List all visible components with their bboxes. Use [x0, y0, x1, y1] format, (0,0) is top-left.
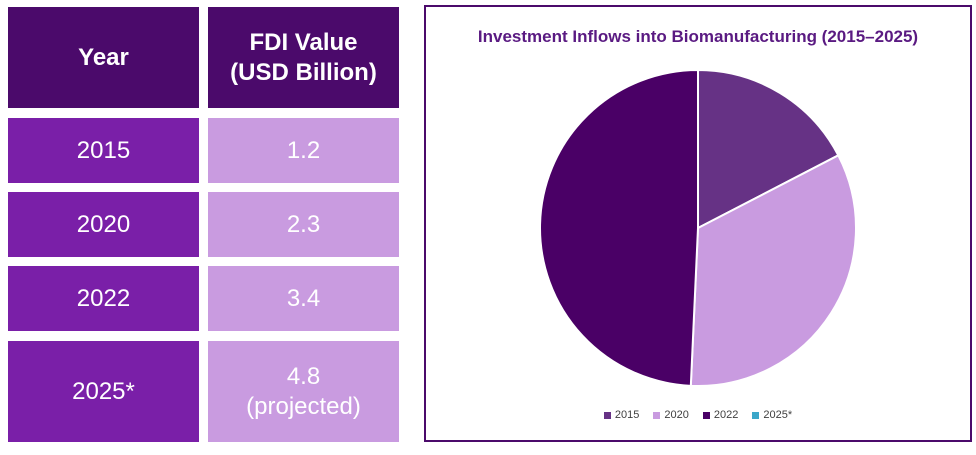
legend-label: 2015	[614, 409, 640, 421]
cell-value-2022: 3.4	[208, 266, 399, 331]
cell-year-2025: 2025*	[8, 341, 199, 442]
pie-slice-2015	[697, 68, 840, 230]
header-year: Year	[8, 7, 199, 108]
legend-item: 2020	[653, 409, 689, 421]
cell-value-2015: 1.2	[208, 118, 399, 183]
pie-chart	[539, 68, 857, 387]
legend-item: 2025*	[752, 409, 792, 421]
cell-year-2020: 2020	[8, 192, 199, 257]
cell-value-2025: 4.8 (projected)	[208, 341, 399, 442]
chart-legend: 2015 2020 2022 2025*	[426, 409, 970, 421]
cell-value-2020: 2.3	[208, 192, 399, 257]
legend-swatch	[752, 411, 760, 419]
legend-label: 2022	[713, 409, 739, 421]
legend-swatch	[603, 411, 611, 419]
header-fdi-value: FDI Value (USD Billion)	[208, 7, 399, 108]
cell-year-2022: 2022	[8, 266, 199, 331]
chart-panel: Investment Inflows into Biomanufacturing…	[424, 5, 972, 442]
cell-year-2015: 2015	[8, 118, 199, 183]
legend-swatch	[653, 411, 661, 419]
pie-slice-2022	[539, 68, 699, 387]
legend-label: 2025*	[763, 409, 793, 421]
legend-swatch	[702, 411, 710, 419]
chart-title: Investment Inflows into Biomanufacturing…	[477, 27, 919, 46]
legend-item: 2015	[603, 409, 640, 421]
legend-label: 2020	[664, 409, 689, 421]
legend-item: 2022	[702, 409, 739, 421]
pie-slice-2020	[689, 153, 857, 387]
